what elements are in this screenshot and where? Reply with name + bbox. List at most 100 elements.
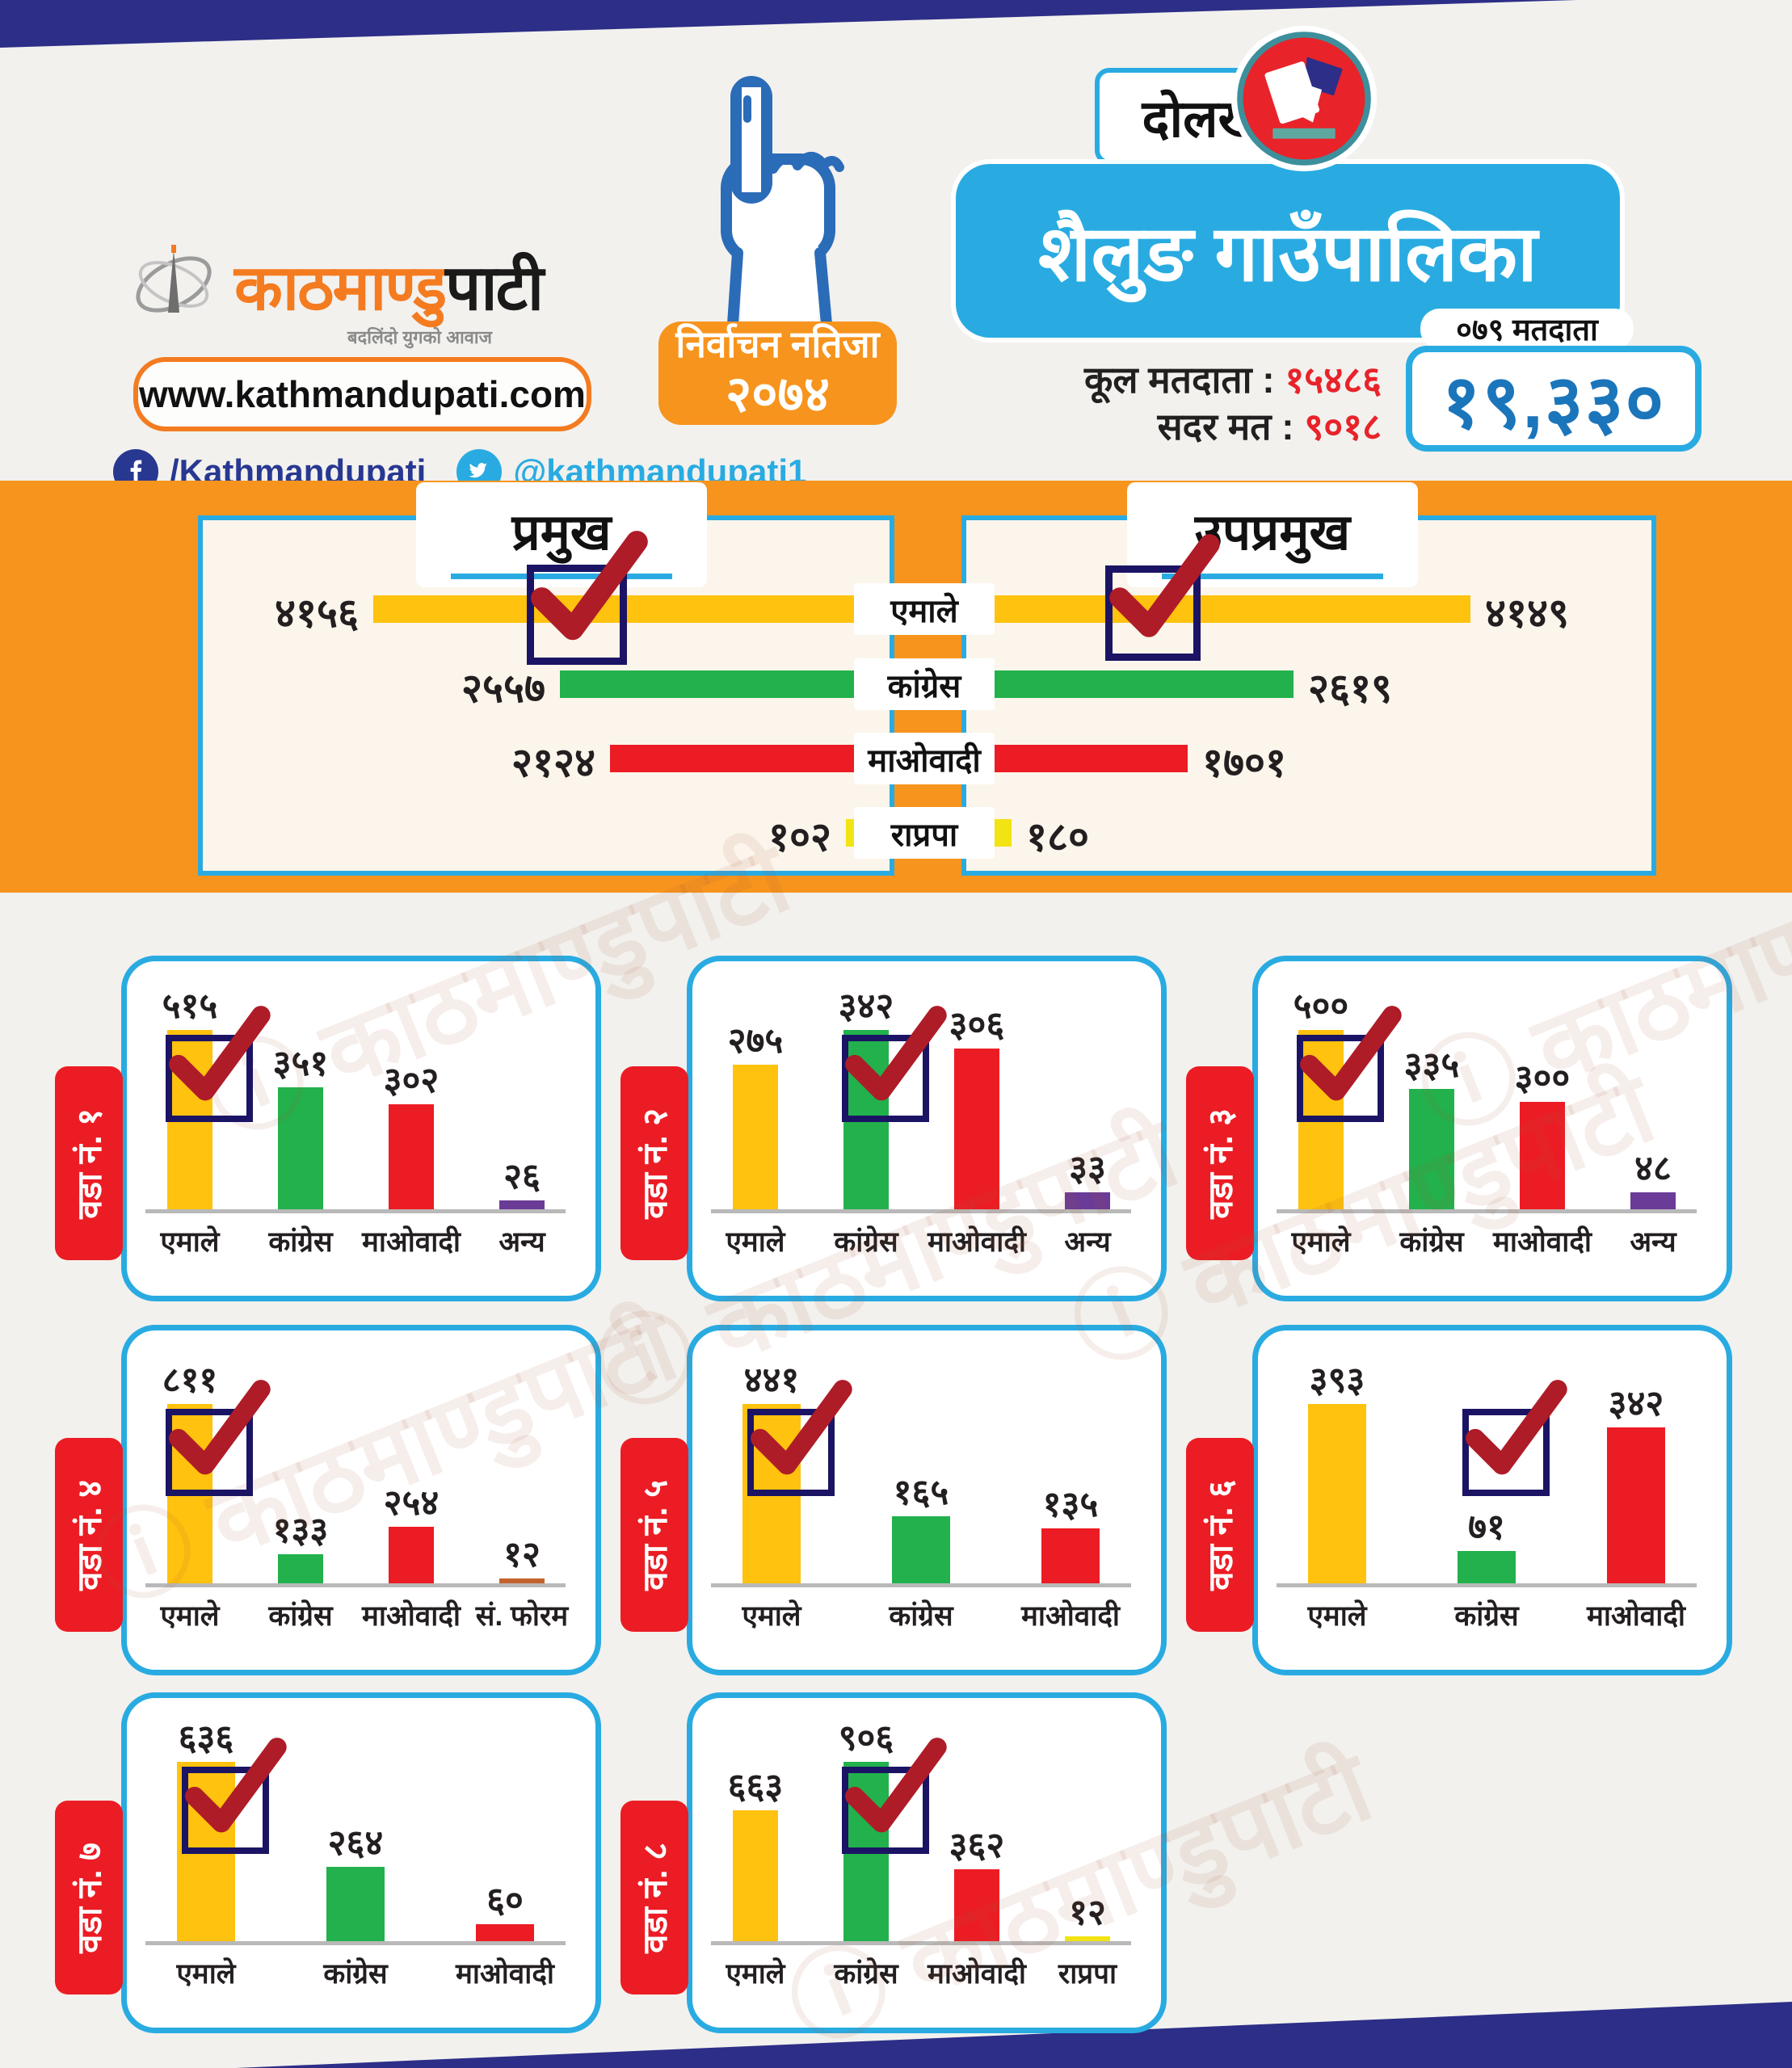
ward-axis-line: [1277, 1583, 1697, 1587]
ward-bar-एमाले: [733, 1065, 778, 1209]
ward-label-3: वडा नं. ३: [1186, 1066, 1254, 1260]
brand-wordmark: काठमाण्डुपाटी: [234, 242, 544, 328]
website-link[interactable]: www.kathmandupati.com: [133, 357, 591, 431]
deputy-value: १८०: [1026, 814, 1089, 860]
deputy-title: उपप्रमुख: [1127, 482, 1418, 587]
ward-bar-कांग्रेस: [1458, 1551, 1516, 1583]
chief-bar-2: [610, 745, 858, 772]
chief-value: ४१५६: [275, 591, 359, 636]
ballot-box-icon: [1230, 24, 1378, 173]
ward-bar-value: ३५१: [272, 1044, 329, 1083]
chief-bar-1: [560, 670, 858, 698]
ward-bar-value: ६६३: [727, 1767, 784, 1806]
stat-label: सदर मत :: [1157, 406, 1294, 448]
ward-bar-category: कांग्रेस: [889, 1600, 953, 1632]
winner-checkbox: [166, 1006, 271, 1122]
ward-bar-एमाले: [1308, 1404, 1366, 1583]
winner-checkbox: [166, 1380, 271, 1496]
ward-bar-category: एमाले: [176, 1958, 236, 1990]
party-chip-3: राप्रपा: [854, 807, 995, 859]
ward-bar-माओवादी: [1607, 1427, 1665, 1583]
ward-bar-category: माओवादी: [1493, 1226, 1592, 1258]
check-mark-icon: [169, 1006, 271, 1101]
ward-label-text: वडा नं. ६: [1201, 1479, 1239, 1591]
ward-bar-category: माओवादी: [362, 1226, 461, 1258]
check-mark-icon: [845, 1738, 947, 1833]
ward-bar-category: कांग्रेस: [834, 1226, 898, 1258]
check-mark-icon: [751, 1380, 852, 1475]
election-result-badge: निर्वाचन नतिजा २०७४: [658, 322, 897, 425]
chief-title-text: प्रमुख: [511, 505, 612, 561]
ward-bar-category: कांग्रेस: [268, 1600, 333, 1632]
ward-bar-कांग्रेस: [326, 1867, 385, 1941]
badge-line1: निर्वाचन नतिजा: [675, 322, 880, 365]
ward-bar-अन्य: [499, 1200, 545, 1209]
winner-checkbox: [1105, 534, 1220, 661]
stat-value: ९०१८: [1304, 406, 1382, 448]
ward-bar-राप्रपा: [1065, 1936, 1110, 1941]
ward-bar-माओवादी: [389, 1104, 434, 1209]
ward-bar-category: माओवादी: [456, 1958, 554, 1990]
ward-label-1: वडा नं. १: [55, 1066, 123, 1260]
ward-bar-value: १३५: [1042, 1485, 1099, 1524]
ward-bar-value: १३३: [272, 1511, 329, 1550]
check-mark-icon: [185, 1738, 287, 1833]
ward-bar-value: ३३: [1069, 1149, 1106, 1188]
winner-checkbox: [527, 531, 648, 665]
deputy-bar-2: [991, 745, 1188, 772]
stat-value: १५४८६: [1285, 359, 1382, 401]
title-underline: [451, 574, 672, 579]
ward-bar-value: ७१: [1468, 1507, 1505, 1547]
stat-total-voters: कूल मतदाता : १५४८६: [881, 354, 1382, 404]
ward-bar-category: अन्य: [1064, 1226, 1111, 1258]
ward-axis-line: [711, 1583, 1131, 1587]
ward-label-text: वडा नं. ८: [635, 1842, 674, 1953]
ward-bar-category: राप्रपा: [1058, 1958, 1117, 1990]
ward-axis-line: [145, 1583, 566, 1587]
ward-bar-category: एमाले: [160, 1226, 220, 1258]
ward-bar-value: २७५: [727, 1021, 784, 1061]
ward-label-7: वडा नं. ७: [55, 1801, 123, 1994]
title-underline: [1162, 574, 1383, 579]
chief-value: १०२: [768, 814, 831, 860]
voting-hand-icon: [683, 69, 869, 330]
winner-checkbox: [842, 1006, 947, 1122]
ward-bar-कांग्रेस: [892, 1516, 950, 1583]
ward-label-6: वडा नं. ६: [1186, 1438, 1254, 1632]
check-mark-icon: [1466, 1380, 1567, 1475]
ward-bar-category: अन्य: [498, 1226, 545, 1258]
check-mark-icon: [169, 1380, 271, 1475]
check-mark-icon: [1109, 534, 1220, 637]
chief-bar-0: [373, 595, 858, 623]
stat-valid-votes: सदर मत : ९०१८: [881, 401, 1382, 451]
ward-bar-category: कांग्रेस: [1399, 1226, 1464, 1258]
chief-value: २५५७: [461, 666, 545, 711]
ward-bar-category: कांग्रेस: [268, 1226, 333, 1258]
ward-label-8: वडा नं. ८: [620, 1801, 688, 1994]
ward-label-5: वडा नं. ५: [620, 1438, 688, 1632]
ward-bar-माओवादी: [1520, 1102, 1565, 1209]
ward-bar-value: ३६२: [949, 1826, 1005, 1865]
ward-bar-value: ६३६: [178, 1718, 234, 1758]
ward-bar-value: ३०६: [949, 1005, 1005, 1045]
winner-checkbox: [747, 1380, 852, 1496]
ward-axis-line: [711, 1209, 1131, 1213]
ward-bar-value: १२: [503, 1535, 541, 1574]
ward-bar-value: ९०६: [838, 1718, 894, 1758]
ward-label-text: वडा नं. ४: [69, 1479, 108, 1591]
ward-bar-category: माओवादी: [928, 1958, 1026, 1990]
voters-total: १९,३३०: [1406, 346, 1702, 452]
ward-label-text: वडा नं. २: [635, 1108, 674, 1219]
ward-bar-value: २६४: [327, 1823, 384, 1863]
ward-bar-category: माओवादी: [362, 1600, 461, 1632]
ward-bar-value: ५१५: [162, 986, 218, 1026]
ward-bar-एमाले: [733, 1810, 778, 1941]
ward-label-text: वडा नं. ७: [69, 1842, 108, 1953]
party-chip-2: माओवादी: [854, 733, 995, 784]
ward-bar-value: ३९३: [1309, 1360, 1365, 1400]
ward-bar-category: माओवादी: [1021, 1600, 1120, 1632]
ward-bar-category: एमाले: [726, 1226, 785, 1258]
check-mark-icon: [1300, 1006, 1402, 1101]
ward-axis-line: [145, 1941, 566, 1945]
